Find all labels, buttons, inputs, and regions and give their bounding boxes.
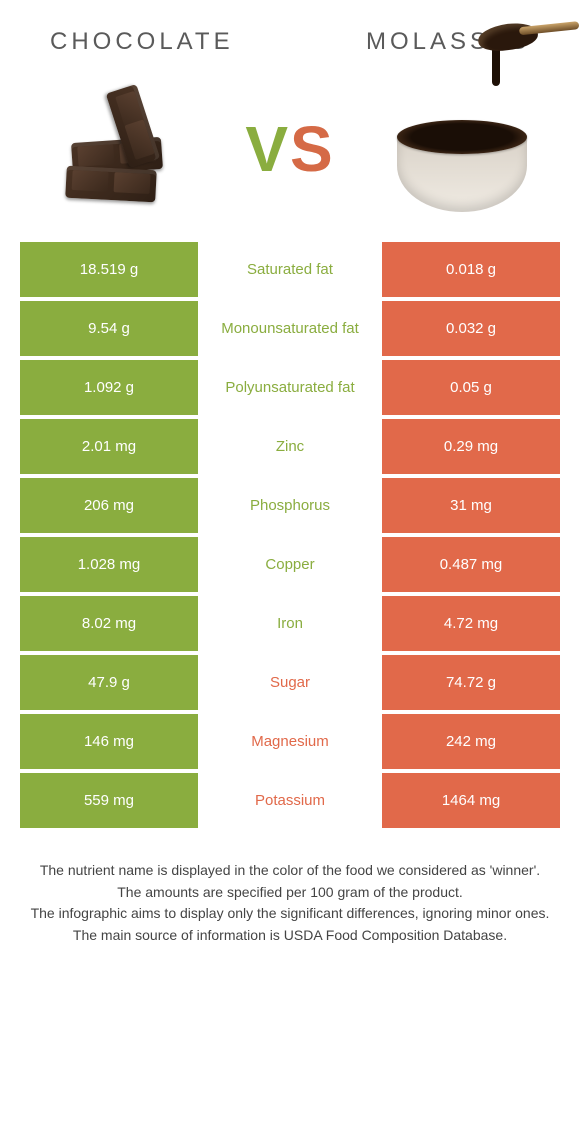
nutrient-label: Magnesium	[198, 714, 382, 769]
nutrient-label: Phosphorus	[198, 478, 382, 533]
right-value-cell: 0.032 g	[382, 301, 560, 356]
table-row: 47.9 gSugar74.72 g	[20, 655, 560, 710]
left-value-cell: 8.02 mg	[20, 596, 198, 651]
table-row: 2.01 mgZinc0.29 mg	[20, 419, 560, 474]
left-value-cell: 146 mg	[20, 714, 198, 769]
vs-s: S	[290, 113, 335, 185]
nutrient-label: Monounsaturated fat	[198, 301, 382, 356]
table-row: 1.092 gPolyunsaturated fat0.05 g	[20, 360, 560, 415]
right-value-cell: 74.72 g	[382, 655, 560, 710]
infographic: Chocolate molasses VS 18.519 gSaturated …	[0, 0, 580, 947]
table-row: 8.02 mgIron4.72 mg	[20, 596, 560, 651]
right-value-cell: 0.487 mg	[382, 537, 560, 592]
footer-notes: The nutrient name is displayed in the co…	[0, 832, 580, 947]
comparison-table: 18.519 gSaturated fat0.018 g9.54 gMonoun…	[0, 242, 580, 828]
images-row: VS	[0, 64, 580, 242]
vs-v: V	[245, 113, 290, 185]
molasses-image	[379, 74, 544, 224]
footer-line: The nutrient name is displayed in the co…	[28, 860, 552, 882]
table-row: 146 mgMagnesium242 mg	[20, 714, 560, 769]
left-food-title: Chocolate	[50, 28, 234, 56]
nutrient-label: Zinc	[198, 419, 382, 474]
table-row: 559 mgPotassium1464 mg	[20, 773, 560, 828]
right-value-cell: 242 mg	[382, 714, 560, 769]
table-row: 1.028 mgCopper0.487 mg	[20, 537, 560, 592]
nutrient-label: Iron	[198, 596, 382, 651]
right-value-cell: 0.018 g	[382, 242, 560, 297]
right-value-cell: 0.29 mg	[382, 419, 560, 474]
table-row: 9.54 gMonounsaturated fat0.032 g	[20, 301, 560, 356]
nutrient-label: Polyunsaturated fat	[198, 360, 382, 415]
nutrient-label: Sugar	[198, 655, 382, 710]
left-value-cell: 1.092 g	[20, 360, 198, 415]
left-value-cell: 1.028 mg	[20, 537, 198, 592]
footer-line: The main source of information is USDA F…	[28, 925, 552, 947]
left-value-cell: 18.519 g	[20, 242, 198, 297]
nutrient-label: Potassium	[198, 773, 382, 828]
right-value-cell: 0.05 g	[382, 360, 560, 415]
chocolate-image	[36, 74, 201, 224]
nutrient-label: Copper	[198, 537, 382, 592]
right-value-cell: 1464 mg	[382, 773, 560, 828]
right-value-cell: 4.72 mg	[382, 596, 560, 651]
left-value-cell: 206 mg	[20, 478, 198, 533]
vs-label: VS	[245, 112, 334, 186]
left-value-cell: 2.01 mg	[20, 419, 198, 474]
footer-line: The amounts are specified per 100 gram o…	[28, 882, 552, 904]
left-value-cell: 9.54 g	[20, 301, 198, 356]
left-value-cell: 47.9 g	[20, 655, 198, 710]
right-value-cell: 31 mg	[382, 478, 560, 533]
footer-line: The infographic aims to display only the…	[28, 903, 552, 925]
table-row: 18.519 gSaturated fat0.018 g	[20, 242, 560, 297]
nutrient-label: Saturated fat	[198, 242, 382, 297]
left-value-cell: 559 mg	[20, 773, 198, 828]
table-row: 206 mgPhosphorus31 mg	[20, 478, 560, 533]
